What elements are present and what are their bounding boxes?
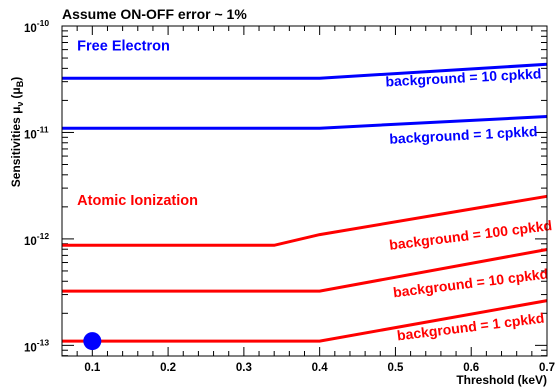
- data-point-marker: [83, 332, 102, 351]
- series-line-1: [62, 115, 548, 130]
- x-tick-label: 0.3: [236, 362, 252, 374]
- y-axis-title-sub-nu: ν: [15, 102, 25, 107]
- y-axis-title: Sensitivities μν (μB): [9, 77, 25, 188]
- x-tick-label: 0.5: [387, 362, 404, 374]
- series-line-4: [62, 299, 548, 343]
- chart-title: Assume ON-OFF error ~ 1%: [62, 6, 247, 22]
- svg-text:Sensitivities μν(μB): Sensitivities μν (μB): [9, 77, 25, 188]
- y-tick-label: 10-12: [24, 231, 49, 248]
- x-tick-label: 0.4: [312, 362, 329, 374]
- x-tick-label: 0.7: [539, 362, 555, 374]
- x-tick-label: 0.2: [160, 362, 176, 374]
- annotation-1: Atomic Ionization: [77, 193, 198, 209]
- annotation-0: Free Electron: [77, 38, 170, 54]
- y-tick-label: 10-11: [24, 124, 49, 141]
- x-tick-label: 0.1: [84, 362, 101, 374]
- x-axis-title: Threshold (keV): [456, 373, 547, 387]
- annotations: Free Electron Atomic Ionization: [77, 38, 198, 208]
- y-axis-title-sub-b: B: [15, 80, 25, 87]
- series-line-0: [62, 62, 548, 80]
- series-line-2: [62, 194, 548, 247]
- y-tick-label: 10-13: [24, 337, 49, 354]
- series-line-3: [62, 248, 548, 293]
- series-label-1: background = 1 cpkkd: [389, 123, 538, 147]
- y-axis-title-main: Sensitivities μ: [9, 107, 23, 188]
- y-tick-label: 10-10: [24, 18, 49, 35]
- y-axis-title-paren: (μ: [9, 87, 23, 98]
- y-axis-title-close: ): [9, 77, 23, 81]
- axes: 0.1 0.2 0.3 0.4 0.5 0.6 0.7 10-13 10-12 10-11 10-1…: [24, 18, 555, 374]
- plot-frame: [61, 25, 548, 357]
- x-tick-label: 0.6: [463, 362, 479, 374]
